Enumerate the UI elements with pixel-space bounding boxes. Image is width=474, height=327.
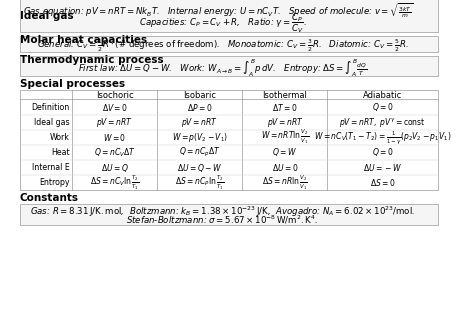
Text: Work: Work <box>50 133 70 142</box>
Text: Molar heat capacities: Molar heat capacities <box>20 35 147 45</box>
Text: $Q = 0$: $Q = 0$ <box>372 101 393 113</box>
Text: Stefan-Boltzmann: $\sigma = 5.67\times10^{-8}\,\mathrm{W/m^2.K^4}$.: Stefan-Boltzmann: $\sigma = 5.67\times10… <box>127 214 319 226</box>
Text: Ideal gas: Ideal gas <box>20 11 73 21</box>
Text: $Q = nC_V\Delta T$: $Q = nC_V\Delta T$ <box>94 146 136 159</box>
Text: $pV = nRT$: $pV = nRT$ <box>266 116 303 129</box>
FancyBboxPatch shape <box>20 36 438 52</box>
Text: Ideal gas: Ideal gas <box>34 118 70 127</box>
FancyBboxPatch shape <box>20 56 438 76</box>
Text: First law: $\Delta U = Q - W$.   Work: $W_{A\to B} = \int_A^B p\,dV$.   Entropy:: First law: $\Delta U = Q - W$. Work: $W_… <box>78 58 367 79</box>
Text: Internal E: Internal E <box>32 163 70 172</box>
Text: $\Delta S = nC_V \ln\frac{T_2}{T_1}$: $\Delta S = nC_V \ln\frac{T_2}{T_1}$ <box>90 174 139 192</box>
Text: $pV = nRT$: $pV = nRT$ <box>96 116 133 129</box>
Text: Constants: Constants <box>20 193 79 203</box>
FancyBboxPatch shape <box>20 0 438 32</box>
Text: Heat: Heat <box>51 148 70 157</box>
Text: $\Delta V = 0$: $\Delta V = 0$ <box>102 102 128 112</box>
Text: $pV = nRT,\ pV^\gamma = \mathrm{const}$: $pV = nRT,\ pV^\gamma = \mathrm{const}$ <box>339 116 426 129</box>
Text: Gas equation: $pV = nRT = Nk_BT$.   Internal energy: $U = nC_VT$.   Speed of mol: Gas equation: $pV = nRT = Nk_BT$. Intern… <box>23 1 414 20</box>
Text: $Q = W$: $Q = W$ <box>273 146 298 159</box>
Text: $Q = 0$: $Q = 0$ <box>372 146 393 159</box>
Text: $\Delta T = 0$: $\Delta T = 0$ <box>272 102 298 112</box>
Text: $W = p(V_2-V_1)$: $W = p(V_2-V_1)$ <box>172 131 228 144</box>
Text: $\Delta P = 0$: $\Delta P = 0$ <box>187 102 213 112</box>
Text: Isochoric: Isochoric <box>96 91 134 100</box>
Text: Gas: $R = 8.31\,\mathrm{J/K.mol}$,  Boltzmann: $k_B = 1.38\times10^{-23}\,\mathr: Gas: $R = 8.31\,\mathrm{J/K.mol}$, Boltz… <box>30 205 415 219</box>
Text: $pV = nRT$: $pV = nRT$ <box>182 116 218 129</box>
Text: Definition: Definition <box>31 103 70 112</box>
Text: $\Delta U = Q$: $\Delta U = Q$ <box>101 162 129 174</box>
Text: $Q = nC_p\Delta T$: $Q = nC_p\Delta T$ <box>179 146 220 159</box>
Text: Isobaric: Isobaric <box>183 91 216 100</box>
Text: General: $C_V = \frac{1}{2}R\cdot(\#\ \mathrm{degrees\ of\ freedom})$.   Monoato: General: $C_V = \frac{1}{2}R\cdot(\#\ \m… <box>36 38 408 55</box>
Text: $\Delta S = 0$: $\Delta S = 0$ <box>370 177 395 188</box>
Text: Special processes: Special processes <box>20 79 125 89</box>
FancyBboxPatch shape <box>20 204 438 225</box>
Text: Isothermal: Isothermal <box>263 91 307 100</box>
Text: $\Delta S = nC_P \ln\frac{T_2}{T_1}$: $\Delta S = nC_P \ln\frac{T_2}{T_1}$ <box>175 174 224 192</box>
Text: $W = nC_V(T_1-T_2) = \frac{1}{1-\gamma}(p_2V_2-p_1V_1)$: $W = nC_V(T_1-T_2) = \frac{1}{1-\gamma}(… <box>314 129 451 146</box>
Text: Thermodynamic process: Thermodynamic process <box>20 55 164 64</box>
Text: $\Delta U = Q - W$: $\Delta U = Q - W$ <box>177 162 222 174</box>
Text: $W = nRT\ln\frac{V_2}{V_1}$: $W = nRT\ln\frac{V_2}{V_1}$ <box>261 128 309 146</box>
Text: Entropy: Entropy <box>39 178 70 187</box>
Text: Capacities: $C_P = C_V + R$,   Ratio: $\gamma = \dfrac{C_P}{C_V}$.: Capacities: $C_P = C_V + R$, Ratio: $\ga… <box>139 11 306 35</box>
Text: $W = 0$: $W = 0$ <box>103 132 127 143</box>
Text: $\Delta U = 0$: $\Delta U = 0$ <box>272 162 298 173</box>
Text: $\Delta S = nR\ln\frac{V_2}{V_1}$: $\Delta S = nR\ln\frac{V_2}{V_1}$ <box>262 174 308 192</box>
Text: $\Delta U = -W$: $\Delta U = -W$ <box>363 162 402 173</box>
FancyBboxPatch shape <box>20 90 438 190</box>
Text: Adiabatic: Adiabatic <box>363 91 402 100</box>
